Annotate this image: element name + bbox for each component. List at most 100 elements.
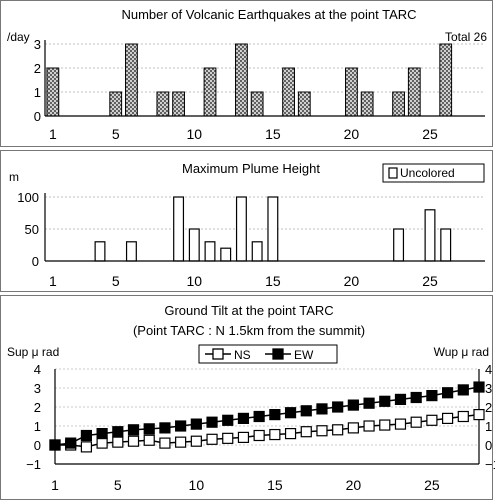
x-tick-label: 10 [189,477,205,493]
legend-ns-marker [212,348,224,360]
point-ns [175,436,187,448]
point-ns [284,428,297,440]
point-ns [112,436,124,448]
point-ns [347,422,359,434]
bar [360,91,374,117]
x-tick-labels: 1 5 10 15 20 25 [49,273,438,289]
point-ew [222,414,234,426]
axes [44,193,485,262]
y-tick-label: 2 [34,61,41,76]
y-tick-label: 3 [34,37,41,52]
point-ew [190,418,202,430]
bar [345,67,358,117]
y-axis-unit: /day [7,30,30,44]
series-line-ns [55,413,480,448]
y-axis-unit: m [9,170,19,184]
point-ns [300,426,312,438]
point-ns [379,419,391,431]
point-ns [426,414,438,426]
point-ns [394,418,407,430]
x-tick-label: 5 [114,477,122,493]
x-tick-label: 25 [422,126,438,142]
chart-title: Maximum Plume Height [182,161,320,176]
gridlines [55,368,479,465]
point-ns [457,410,469,423]
point-ns [80,441,93,453]
point-ns [363,420,375,432]
line-series [49,381,485,453]
point-ew [300,405,312,417]
tilt-panel: Ground Tilt at the point TARC (Point TAR… [0,295,495,500]
y-tick-label-left: 2 [34,400,41,415]
bar-series [94,196,452,262]
y-tick-label-right: 2 [485,400,492,415]
point-ew [332,401,344,413]
x-tick-label: 1 [51,477,59,493]
legend: Uncolored [382,163,485,183]
point-ew [379,395,391,407]
point-ew [65,437,77,449]
bar [407,67,421,117]
series-line-ew [54,386,480,446]
x-tick-label: 5 [112,126,120,142]
bar [156,91,170,117]
point-ew [206,416,218,428]
point-ns [410,416,422,428]
point-ew [237,412,250,425]
point-ns [441,412,454,425]
bar [204,241,216,262]
point-ew [175,420,187,432]
point-ew [96,428,108,440]
point-ns [316,425,328,437]
y-tick-label-left: 4 [34,362,41,377]
point-ns [253,429,265,442]
point-ew [112,426,124,438]
axes [54,369,480,465]
bar [203,67,217,117]
y-tick-label: 1 [34,85,41,100]
x-tick-label: 15 [267,477,283,493]
point-ew [80,429,93,442]
chart-title: Number of Volcanic Earthquakes at the po… [121,7,416,22]
legend-ew-label: EW [294,348,314,362]
y-tick-label-left: 1 [34,419,41,434]
point-ew [127,424,140,436]
x-tick-label: 1 [49,126,57,142]
point-ns [269,428,281,441]
x-tick-label: 15 [265,126,281,142]
x-tick-label: 10 [186,126,202,142]
point-ew [473,381,485,393]
point-ns [96,437,108,449]
x-tick-label: 20 [346,477,362,493]
y-tick-label-right: −1 [485,457,495,472]
x-tick-label: 25 [424,477,440,493]
point-ew [253,410,265,423]
x-tick-label: 20 [344,273,360,289]
x-tick-label: 25 [422,273,438,289]
legend-box [382,163,485,183]
bar [297,91,311,117]
point-ew [284,407,297,419]
bar [235,196,247,262]
legend: NS EW [198,344,338,364]
plume-chart: Maximum Plume Height m Uncolored 050100 … [9,161,485,289]
chart-title: Ground Tilt at the point TARC [164,303,333,318]
y-tick-label: 0 [32,254,39,269]
bar [94,241,106,262]
y-tick-label: 0 [34,109,41,124]
gridlines [45,196,485,230]
point-ew [159,422,171,434]
y-tick-labels: 0 50 100 [17,190,39,269]
bar [439,43,453,117]
x-tick-label: 20 [344,126,360,142]
point-ns [190,435,202,447]
y-tick-label-right: 1 [485,419,492,434]
point-ew [441,387,454,399]
point-ns [332,424,344,436]
bar [267,196,279,262]
x-tick-label: 15 [265,273,281,289]
bar-series [46,43,453,117]
axes [44,40,485,117]
bar [440,228,452,262]
